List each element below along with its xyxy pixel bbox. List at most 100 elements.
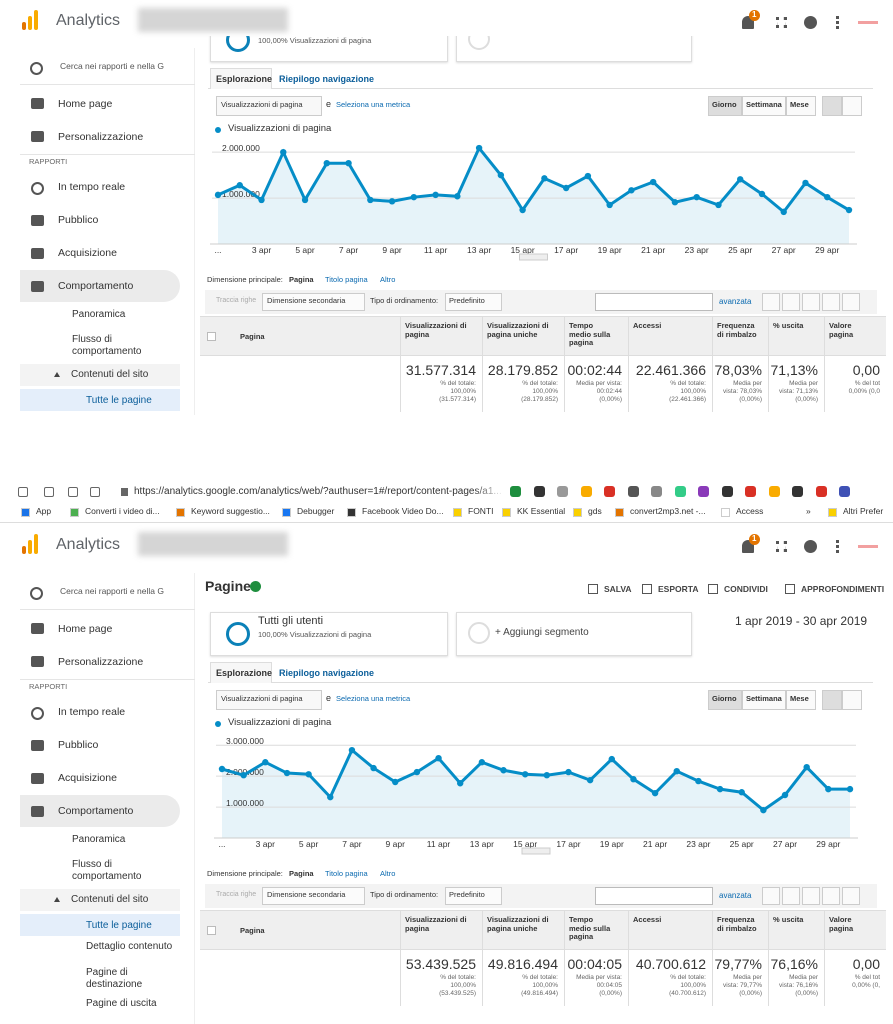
apps-icon[interactable] xyxy=(776,17,787,28)
extension-icon[interactable] xyxy=(792,486,803,497)
extension-icon[interactable] xyxy=(745,486,756,497)
select-metric[interactable]: Seleziona una metrica xyxy=(336,100,411,109)
nav-subitem[interactable]: Flusso di comportamento xyxy=(72,859,142,882)
bookmark[interactable]: Access xyxy=(736,506,764,516)
column-header[interactable]: % uscita xyxy=(773,321,804,330)
chart-type-button[interactable] xyxy=(842,96,862,116)
bookmark[interactable]: Debugger xyxy=(297,506,335,516)
add-segment[interactable]: + Aggiungi segmento xyxy=(495,627,589,638)
extension-icon[interactable] xyxy=(510,486,521,497)
nav-subitem[interactable]: Tutte le pagine xyxy=(86,920,152,931)
column-header[interactable]: Valore pagina xyxy=(829,321,854,339)
period-button[interactable] xyxy=(786,690,816,710)
nav-item[interactable]: Acquisizione xyxy=(58,772,117,784)
view-button[interactable] xyxy=(762,887,780,905)
tab[interactable]: Esplorazione xyxy=(216,668,273,678)
view-button[interactable] xyxy=(822,887,840,905)
extension-icon[interactable] xyxy=(768,486,780,497)
column-header[interactable]: Pagina xyxy=(240,926,265,935)
dimension-option[interactable]: Titolo pagina xyxy=(325,275,368,284)
view-button[interactable] xyxy=(802,293,820,311)
bookmark[interactable]: » xyxy=(806,506,811,516)
chart-type-button[interactable] xyxy=(842,690,862,710)
period-button[interactable] xyxy=(708,96,742,116)
extension-icon[interactable] xyxy=(651,486,662,497)
column-header[interactable]: Visualizzazioni di pagina uniche xyxy=(487,915,549,933)
checkbox[interactable] xyxy=(207,926,216,935)
nav-item[interactable]: Home page xyxy=(58,98,113,110)
nav-subitem[interactable]: Panoramica xyxy=(72,834,126,845)
column-header[interactable]: Pagina xyxy=(240,332,265,341)
action-button[interactable]: SALVA xyxy=(604,584,632,594)
view-button[interactable] xyxy=(822,293,840,311)
dimension-option[interactable]: Altro xyxy=(380,275,396,284)
menu-icon[interactable] xyxy=(836,16,839,29)
nav-item[interactable]: In tempo reale xyxy=(58,181,126,193)
view-button[interactable] xyxy=(802,887,820,905)
nav-item[interactable]: Acquisizione xyxy=(58,247,117,259)
period-button[interactable] xyxy=(742,96,786,116)
period-button[interactable] xyxy=(742,690,786,710)
column-header[interactable]: Accessi xyxy=(633,321,662,330)
nav-subitem[interactable]: Contenuti del sito xyxy=(71,369,149,380)
bookmark[interactable]: FONTI xyxy=(468,506,494,516)
action-button[interactable]: ESPORTA xyxy=(658,584,699,594)
view-button[interactable] xyxy=(762,293,780,311)
nav-item[interactable]: Home page xyxy=(58,623,113,635)
nav-item[interactable]: Comportamento xyxy=(58,280,134,292)
bookmark[interactable]: Facebook Video Do... xyxy=(362,506,444,516)
sort-dropdown[interactable] xyxy=(445,293,502,311)
metric-dropdown[interactable] xyxy=(216,96,322,116)
sort-dropdown[interactable] xyxy=(445,887,502,905)
search-input[interactable] xyxy=(595,293,713,311)
bookmark[interactable]: KK Essential xyxy=(517,506,566,516)
advanced-search[interactable]: avanzata xyxy=(719,297,752,306)
tab[interactable]: Riepilogo navigazione xyxy=(279,74,375,84)
column-header[interactable]: Frequenza di rimbalzo xyxy=(717,321,757,339)
menu-icon[interactable] xyxy=(836,540,839,553)
chart-type-button[interactable] xyxy=(822,96,842,116)
dimension-option[interactable]: Altro xyxy=(380,869,396,878)
period-button[interactable] xyxy=(708,690,742,710)
help-icon[interactable] xyxy=(804,540,817,553)
bookmark[interactable]: convert2mp3.net -... xyxy=(630,506,706,516)
column-header[interactable]: Visualizzazioni di pagina uniche xyxy=(487,321,549,339)
nav-button[interactable] xyxy=(90,487,100,497)
tab[interactable]: Riepilogo navigazione xyxy=(279,668,375,678)
nav-item[interactable]: Pubblico xyxy=(58,214,99,226)
metric-dropdown[interactable] xyxy=(216,690,322,710)
column-header[interactable]: Tempo medio sulla pagina xyxy=(569,915,611,942)
column-header[interactable]: Visualizzazioni di pagina xyxy=(405,321,467,339)
extension-icon[interactable] xyxy=(839,486,850,497)
action-button[interactable]: APPROFONDIMENTI xyxy=(801,584,885,594)
tab[interactable]: Esplorazione xyxy=(216,74,273,84)
extension-icon[interactable] xyxy=(698,486,709,497)
nav-button[interactable] xyxy=(18,487,28,497)
nav-subitem[interactable]: Dettaglio contenuto xyxy=(86,941,173,952)
extension-icon[interactable] xyxy=(627,486,639,497)
dimension-option[interactable]: Titolo pagina xyxy=(325,869,368,878)
view-button[interactable] xyxy=(782,293,800,311)
checkbox[interactable] xyxy=(207,332,216,341)
advanced-search[interactable]: avanzata xyxy=(719,891,752,900)
column-header[interactable]: Accessi xyxy=(633,915,662,924)
column-header[interactable]: % uscita xyxy=(773,915,804,924)
column-header[interactable]: Frequenza di rimbalzo xyxy=(717,915,757,933)
select-metric[interactable]: Seleziona una metrica xyxy=(336,694,411,703)
nav-subitem[interactable]: Contenuti del sito xyxy=(71,894,149,905)
chart-type-button[interactable] xyxy=(822,690,842,710)
extension-icon[interactable] xyxy=(721,486,733,497)
nav-item[interactable]: Personalizzazione xyxy=(58,656,144,668)
view-button[interactable] xyxy=(842,887,860,905)
secondary-dropdown[interactable] xyxy=(262,293,365,311)
column-header[interactable]: Visualizzazioni di pagina xyxy=(405,915,467,933)
nav-item[interactable]: Comportamento xyxy=(58,805,134,817)
nav-item[interactable]: Personalizzazione xyxy=(58,131,144,143)
period-button[interactable] xyxy=(786,96,816,116)
nav-button[interactable] xyxy=(44,487,54,497)
nav-subitem[interactable]: Flusso di comportamento xyxy=(72,334,142,357)
extension-icon[interactable] xyxy=(604,486,615,497)
bookmark[interactable]: gds xyxy=(588,506,602,516)
bookmark[interactable]: Keyword suggestio... xyxy=(191,506,270,516)
view-button[interactable] xyxy=(842,293,860,311)
